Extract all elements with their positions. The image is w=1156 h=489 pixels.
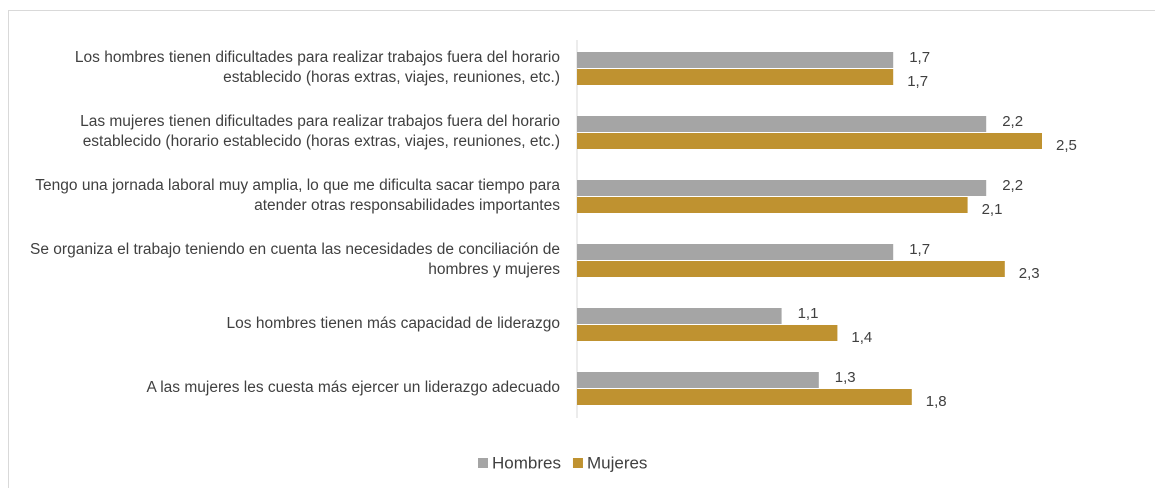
category-label: Los hombres tienen más capacidad de lide…	[226, 315, 560, 332]
value-label: 1,8	[926, 393, 947, 410]
bar	[577, 244, 894, 260]
chart-frame	[8, 10, 1155, 488]
bar	[577, 69, 894, 85]
legend-label: Hombres	[492, 453, 561, 472]
value-label: 2,3	[1019, 265, 1040, 282]
value-label: 1,7	[907, 73, 928, 90]
value-label: 1,7	[909, 241, 930, 258]
bar	[577, 197, 968, 213]
bar	[577, 261, 1005, 277]
bar	[577, 116, 987, 132]
legend-swatch	[572, 458, 583, 468]
bar	[577, 325, 838, 341]
bar	[577, 389, 912, 405]
value-label: 1,3	[835, 369, 856, 386]
legend-label: Mujeres	[587, 453, 647, 472]
bar	[577, 180, 987, 196]
bar	[577, 308, 782, 324]
value-label: 1,7	[909, 49, 930, 66]
legend-swatch	[478, 458, 488, 468]
bar	[577, 52, 894, 68]
value-label: 2,1	[982, 201, 1003, 218]
category-label: Los hombres tienen dificultades para rea…	[74, 49, 560, 86]
category-label: Tengo una jornada laboral muy amplia, lo…	[35, 177, 560, 214]
value-label: 2,5	[1056, 137, 1077, 154]
value-label: 2,2	[1002, 113, 1023, 130]
bar	[577, 372, 819, 388]
value-label: 1,4	[851, 329, 872, 346]
value-label: 2,2	[1002, 177, 1023, 194]
value-label: 1,1	[798, 305, 819, 322]
category-label: Se organiza el trabajo teniendo en cuent…	[30, 241, 560, 278]
bar	[577, 133, 1042, 149]
category-label: Las mujeres tienen dificultades para rea…	[80, 113, 560, 150]
category-label: A las mujeres les cuesta más ejercer un …	[146, 379, 560, 396]
